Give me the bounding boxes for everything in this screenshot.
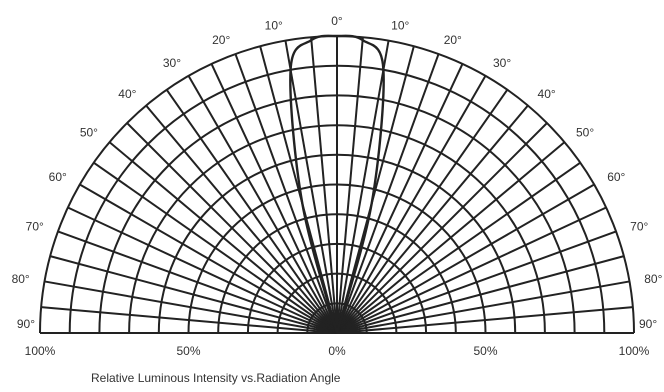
grid-spoke <box>336 40 390 334</box>
radial-tick-label: 100% <box>619 344 650 358</box>
grid-spoke <box>336 45 415 334</box>
grid-spoke <box>336 306 633 334</box>
grid-spoke <box>336 230 617 334</box>
angle-label: 40° <box>118 87 136 101</box>
angle-label: 20° <box>212 33 230 47</box>
grid-spoke <box>336 141 566 334</box>
angle-label: 60° <box>49 170 67 184</box>
grid-spoke <box>336 53 440 334</box>
angle-label: 50° <box>80 125 98 139</box>
grid-spoke <box>336 280 630 334</box>
grid-spoke <box>336 89 509 334</box>
grid-spoke <box>79 183 338 334</box>
grid-spoke <box>284 40 338 334</box>
angle-label: 0° <box>331 14 343 28</box>
grid-spoke <box>336 37 364 334</box>
grid-spoke <box>93 161 338 334</box>
intensity-curve-line <box>289 34 385 334</box>
polar-grid <box>39 35 635 334</box>
radial-tick-label: 50% <box>473 344 497 358</box>
grid-spoke <box>210 63 338 334</box>
grid-spoke <box>259 45 338 334</box>
angle-label: 80° <box>12 272 30 286</box>
grid-spoke <box>336 183 595 334</box>
angle-label: 70° <box>630 219 648 233</box>
grid-spoke <box>310 37 338 334</box>
intensity-curve <box>289 34 385 334</box>
grid-spoke <box>336 122 548 334</box>
angle-label: 10° <box>265 19 283 33</box>
grid-spoke <box>57 230 338 334</box>
angle-label: 10° <box>391 19 409 33</box>
grid-spoke <box>187 75 338 334</box>
angle-label: 90° <box>17 317 35 331</box>
grid-spoke <box>336 255 625 334</box>
chart-caption: Relative Luminous Intensity vs.Radiation… <box>91 371 341 385</box>
grid-spoke <box>336 206 607 334</box>
grid-spoke <box>49 255 338 334</box>
radial-tick-label: 0% <box>328 344 346 358</box>
radial-tick-labels: 100% 50% 0% 50% 100% <box>25 344 650 358</box>
angle-label: 60° <box>607 170 625 184</box>
grid-spoke <box>234 53 338 334</box>
grid-spoke <box>336 161 581 334</box>
grid-spoke <box>336 104 529 334</box>
angle-label: 50° <box>576 125 594 139</box>
angle-label: 30° <box>493 56 511 70</box>
grid-spoke <box>108 141 338 334</box>
grid-spoke <box>126 122 338 334</box>
grid-spoke <box>44 280 338 334</box>
angle-label: 30° <box>163 56 181 70</box>
grid-spoke <box>145 104 338 334</box>
grid-spoke <box>336 75 487 334</box>
grid-spoke <box>165 89 338 334</box>
angle-label: 70° <box>26 219 44 233</box>
grid-spoke <box>336 63 464 334</box>
grid-spoke <box>41 306 338 334</box>
angle-label: 20° <box>444 33 462 47</box>
radial-tick-label: 50% <box>176 344 200 358</box>
grid-spoke <box>67 206 338 334</box>
angle-label: 80° <box>644 272 662 286</box>
angle-label: 90° <box>639 317 657 331</box>
angle-labels: 90° 80° 70° 60° 50° 40° 30° 20° 10° 0° 10° 20° 30° 40… <box>12 14 663 331</box>
angle-label: 40° <box>538 87 556 101</box>
radial-tick-label: 100% <box>25 344 56 358</box>
